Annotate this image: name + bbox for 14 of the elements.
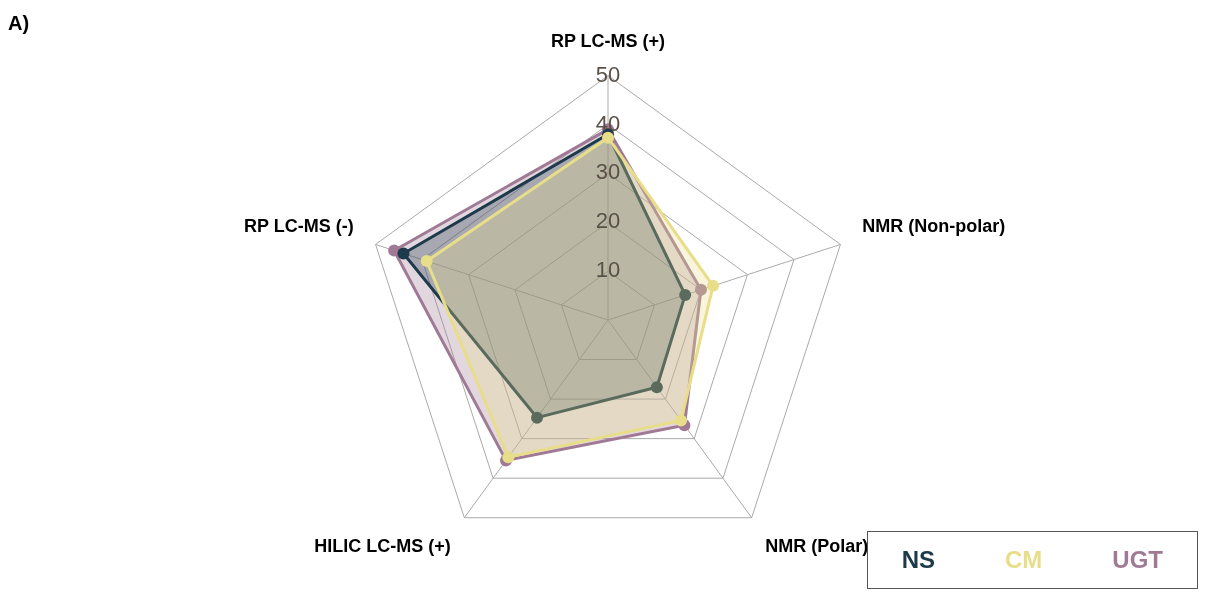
spoke-label: NMR (Non-polar) (862, 215, 1006, 236)
y-tick-label: 30 (595, 159, 621, 185)
spoke-label: RP LC-MS (+) (550, 30, 666, 51)
y-tick-label: 40 (595, 110, 621, 136)
y-tick-label: 20 (595, 208, 621, 234)
y-tick-label: 10 (595, 257, 621, 283)
spoke-label: NMR (Polar) (765, 536, 869, 557)
spoke-label: HILIC LC-MS (+) (314, 536, 451, 557)
text: CM (1005, 546, 1043, 574)
text: UGT (1112, 546, 1163, 574)
spoke-label: RP LC-MS (-) (244, 215, 354, 236)
text: NS (901, 546, 935, 574)
text: A) (8, 12, 30, 35)
y-tick-label: 50 (595, 61, 621, 87)
